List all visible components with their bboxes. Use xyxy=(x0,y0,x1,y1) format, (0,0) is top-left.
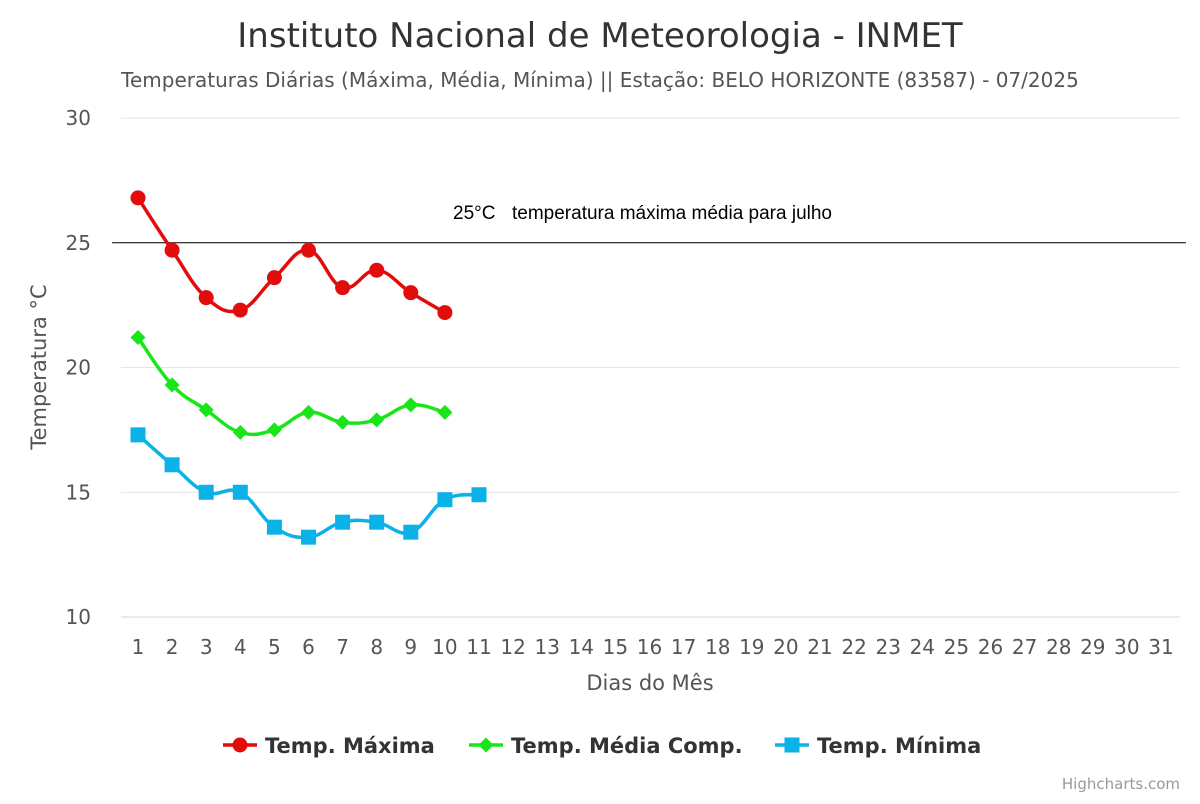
data-point[interactable] xyxy=(164,377,180,393)
data-point[interactable] xyxy=(369,514,385,530)
x-tick-label: 22 xyxy=(841,635,866,659)
x-tick-label: 14 xyxy=(569,635,594,659)
y-tick-label: 10 xyxy=(66,605,91,629)
x-tick-label: 16 xyxy=(637,635,662,659)
x-tick-label: 12 xyxy=(500,635,525,659)
legend-marker[interactable] xyxy=(784,737,800,753)
data-point[interactable] xyxy=(232,424,248,440)
x-axis-title: Dias do Mês xyxy=(586,671,713,695)
legend-marker[interactable] xyxy=(232,737,248,753)
data-point[interactable] xyxy=(130,190,146,206)
y-axis-title: Temperatura °C xyxy=(27,284,51,450)
data-point[interactable] xyxy=(471,487,487,503)
legend-marker[interactable] xyxy=(478,737,494,753)
x-tick-label: 6 xyxy=(302,635,315,659)
x-tick-label: 26 xyxy=(978,635,1003,659)
data-point[interactable] xyxy=(198,290,214,306)
legend-label: Temp. Média Comp. xyxy=(511,734,743,758)
series-3 xyxy=(130,427,487,545)
x-tick-label: 31 xyxy=(1148,635,1173,659)
data-point[interactable] xyxy=(369,412,385,428)
data-point[interactable] xyxy=(232,484,248,500)
series-2 xyxy=(130,330,453,440)
x-tick-label: 17 xyxy=(671,635,696,659)
x-tick-label: 15 xyxy=(603,635,628,659)
legend-item[interactable]: Temp. Média Comp. xyxy=(469,734,743,758)
data-point[interactable] xyxy=(301,529,316,545)
y-tick-label: 25 xyxy=(66,231,91,255)
legend-item[interactable]: Temp. Mínima xyxy=(775,734,981,758)
data-point[interactable] xyxy=(403,524,419,540)
data-point[interactable] xyxy=(301,242,316,258)
legend-label: Temp. Mínima xyxy=(817,734,981,758)
x-tick-label: 8 xyxy=(370,635,383,659)
data-point[interactable] xyxy=(335,514,351,530)
x-tick-label: 29 xyxy=(1080,635,1105,659)
data-point[interactable] xyxy=(266,270,282,286)
x-tick-label: 11 xyxy=(466,635,491,659)
legend-item[interactable]: Temp. Máxima xyxy=(223,734,435,758)
x-tick-label: 19 xyxy=(739,635,764,659)
data-point[interactable] xyxy=(437,404,453,420)
x-tick-label: 5 xyxy=(268,635,281,659)
x-tick-label: 10 xyxy=(432,635,457,659)
x-tick-label: 4 xyxy=(234,635,247,659)
x-tick-label: 18 xyxy=(705,635,730,659)
credits-link[interactable]: Highcharts.com xyxy=(1062,775,1180,793)
data-point[interactable] xyxy=(164,242,180,258)
data-point[interactable] xyxy=(198,402,214,418)
chart-title: Instituto Nacional de Meteorologia - INM… xyxy=(237,16,963,56)
x-tick-label: 24 xyxy=(910,635,935,659)
x-tick-label: 20 xyxy=(773,635,798,659)
x-tick-label: 3 xyxy=(200,635,213,659)
x-tick-label: 7 xyxy=(336,635,349,659)
data-point[interactable] xyxy=(437,305,453,321)
y-tick-label: 15 xyxy=(66,480,91,504)
chart-subtitle: Temperaturas Diárias (Máxima, Média, Mín… xyxy=(120,68,1079,92)
legend: Temp. Máxima Temp. Média Comp. Temp. Mínim… xyxy=(223,734,981,758)
data-point[interactable] xyxy=(335,414,351,430)
data-point[interactable] xyxy=(130,330,146,346)
x-tick-label: 23 xyxy=(875,635,900,659)
series-group xyxy=(130,190,487,545)
data-point[interactable] xyxy=(232,302,248,318)
data-point[interactable] xyxy=(437,492,453,508)
data-point[interactable] xyxy=(130,427,146,443)
x-tick-label: 13 xyxy=(534,635,559,659)
y-tick-label: 30 xyxy=(66,106,91,130)
x-tick-label: 27 xyxy=(1012,635,1037,659)
x-tick-label: 28 xyxy=(1046,635,1071,659)
data-point[interactable] xyxy=(198,484,214,500)
x-tick-label: 9 xyxy=(404,635,417,659)
data-point[interactable] xyxy=(335,280,351,296)
data-point[interactable] xyxy=(164,457,180,473)
series-line xyxy=(136,335,447,437)
reference-value-label: 25°C xyxy=(453,203,495,224)
reference-text-label: temperatura máxima média para julho xyxy=(512,203,832,224)
legend-label: Temp. Máxima xyxy=(265,734,435,758)
x-tick-label: 30 xyxy=(1114,635,1139,659)
x-tick-label: 2 xyxy=(166,635,179,659)
x-tick-label: 1 xyxy=(132,635,145,659)
data-point[interactable] xyxy=(266,519,282,535)
x-tick-label: 21 xyxy=(807,635,832,659)
data-point[interactable] xyxy=(403,397,419,413)
data-point[interactable] xyxy=(403,285,419,301)
grid-lines xyxy=(121,117,1180,618)
y-tick-label: 20 xyxy=(66,356,91,380)
reference-line-group: 25°C temperatura máxima média para julho xyxy=(112,203,1186,244)
data-point[interactable] xyxy=(301,404,316,420)
data-point[interactable] xyxy=(266,422,282,438)
x-tick-label: 25 xyxy=(944,635,969,659)
data-point[interactable] xyxy=(369,262,385,278)
series-line xyxy=(136,196,447,315)
series-line xyxy=(136,433,481,540)
series-1 xyxy=(130,190,453,321)
